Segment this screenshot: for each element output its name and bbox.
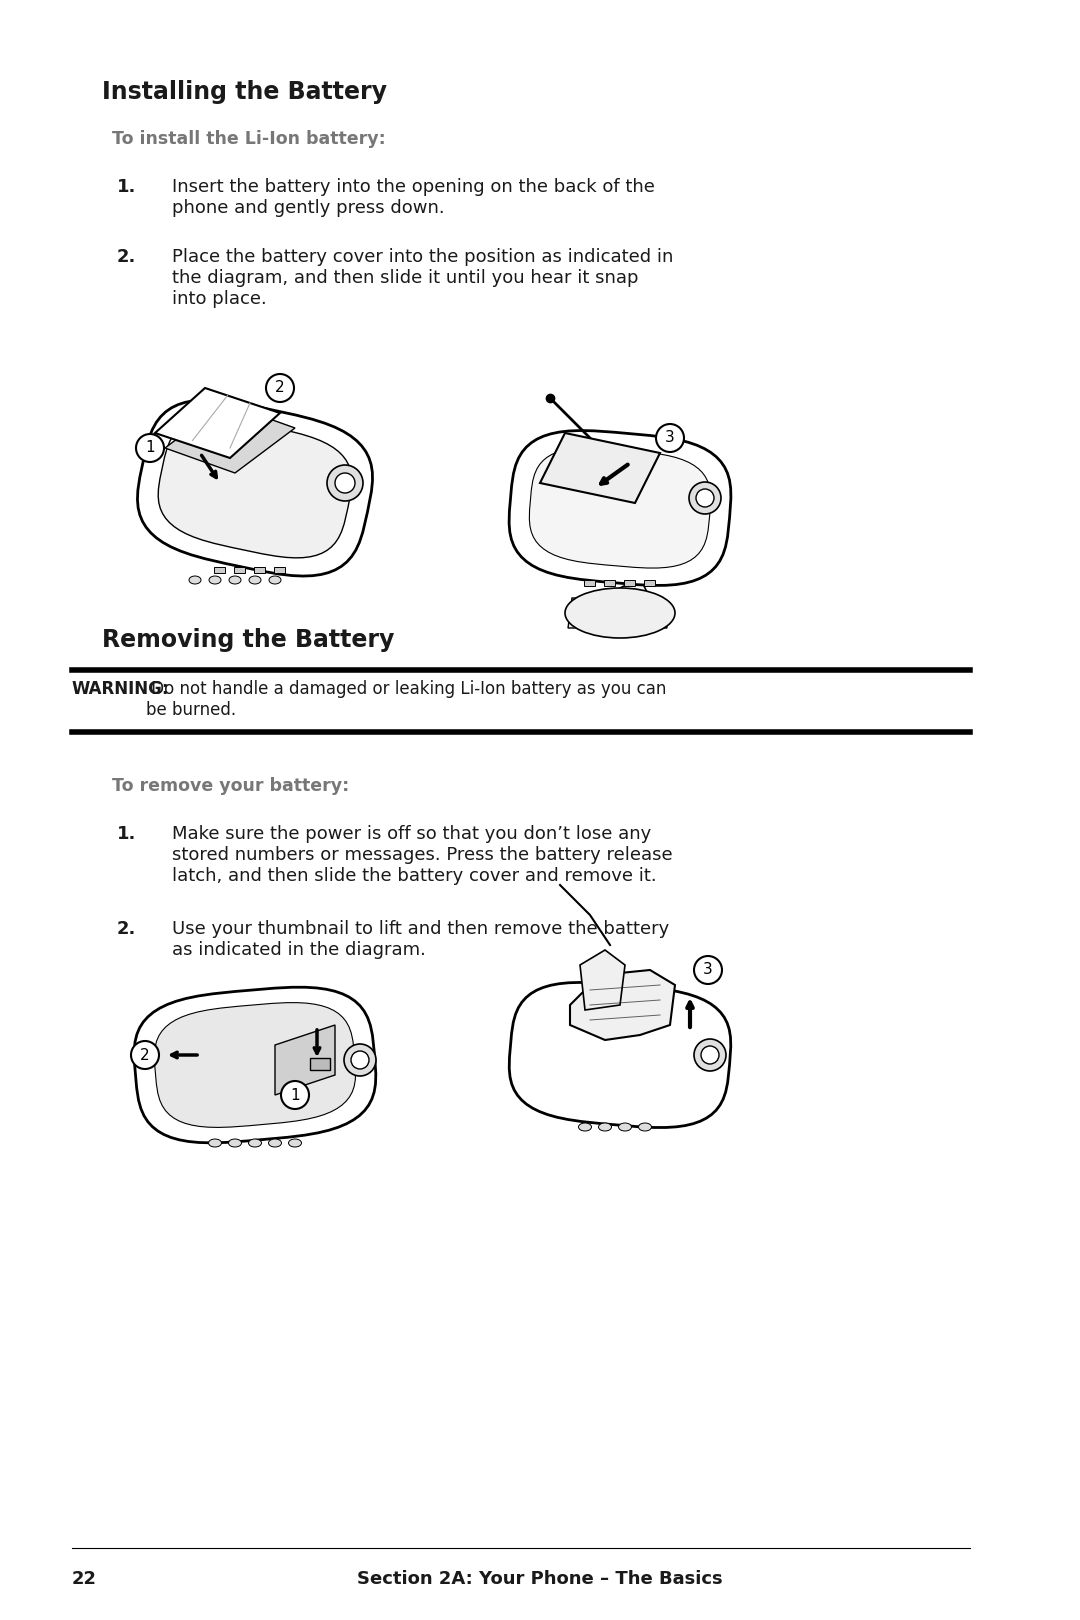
Polygon shape xyxy=(510,982,731,1128)
Text: 22: 22 xyxy=(72,1570,97,1588)
Ellipse shape xyxy=(229,1139,242,1147)
Circle shape xyxy=(351,1051,369,1069)
Ellipse shape xyxy=(269,577,281,583)
Ellipse shape xyxy=(210,577,221,583)
Ellipse shape xyxy=(638,1123,651,1131)
Text: Section 2A: Your Phone – The Basics: Section 2A: Your Phone – The Basics xyxy=(357,1570,723,1588)
Polygon shape xyxy=(568,598,592,629)
Circle shape xyxy=(345,1043,376,1076)
Bar xyxy=(604,580,615,586)
Polygon shape xyxy=(570,970,675,1040)
Polygon shape xyxy=(593,598,617,629)
Ellipse shape xyxy=(189,577,201,583)
Text: Make sure the power is off so that you don’t lose any
stored numbers or messages: Make sure the power is off so that you d… xyxy=(172,825,673,885)
Polygon shape xyxy=(540,433,660,502)
Polygon shape xyxy=(580,949,625,1009)
Polygon shape xyxy=(529,447,711,569)
Text: Place the battery cover into the position as indicated in
the diagram, and then : Place the battery cover into the positio… xyxy=(172,248,673,308)
Ellipse shape xyxy=(579,1123,592,1131)
Ellipse shape xyxy=(288,1139,301,1147)
Ellipse shape xyxy=(619,1123,632,1131)
Text: 2: 2 xyxy=(275,381,285,395)
Polygon shape xyxy=(509,431,731,585)
Polygon shape xyxy=(643,598,667,629)
Circle shape xyxy=(131,1042,159,1069)
Text: To remove your battery:: To remove your battery: xyxy=(112,778,349,795)
Polygon shape xyxy=(275,1025,335,1095)
Polygon shape xyxy=(618,598,642,629)
Text: 3: 3 xyxy=(665,431,675,446)
Bar xyxy=(584,580,595,586)
Polygon shape xyxy=(165,403,295,473)
Text: 1: 1 xyxy=(145,441,154,455)
Text: 1.: 1. xyxy=(117,825,136,842)
Text: 1: 1 xyxy=(291,1087,300,1103)
Polygon shape xyxy=(158,418,352,557)
Bar xyxy=(214,567,225,573)
Bar xyxy=(624,580,635,586)
Polygon shape xyxy=(134,987,376,1142)
Circle shape xyxy=(696,489,714,507)
Ellipse shape xyxy=(229,577,241,583)
Bar xyxy=(274,567,285,573)
Ellipse shape xyxy=(269,1139,282,1147)
Circle shape xyxy=(335,473,355,492)
Text: Installing the Battery: Installing the Battery xyxy=(102,79,387,104)
Ellipse shape xyxy=(565,588,675,638)
Text: Use your thumbnail to lift and then remove the battery
as indicated in the diagr: Use your thumbnail to lift and then remo… xyxy=(172,920,670,959)
Bar xyxy=(234,567,245,573)
Circle shape xyxy=(281,1081,309,1110)
Text: To install the Li-Ion battery:: To install the Li-Ion battery: xyxy=(112,130,386,147)
Polygon shape xyxy=(600,578,650,624)
Text: 2.: 2. xyxy=(117,248,136,266)
Text: 2: 2 xyxy=(140,1048,150,1063)
Bar xyxy=(254,567,265,573)
Polygon shape xyxy=(156,389,280,458)
Circle shape xyxy=(694,1038,726,1071)
Circle shape xyxy=(656,424,684,452)
Text: 3: 3 xyxy=(703,962,713,977)
Ellipse shape xyxy=(208,1139,221,1147)
Ellipse shape xyxy=(249,577,261,583)
Text: Do not handle a damaged or leaking Li-Ion battery as you can
be burned.: Do not handle a damaged or leaking Li-Io… xyxy=(146,680,666,719)
Ellipse shape xyxy=(598,1123,611,1131)
Bar xyxy=(644,580,654,586)
Circle shape xyxy=(694,956,723,983)
Text: 1.: 1. xyxy=(117,178,136,196)
Circle shape xyxy=(701,1047,719,1064)
Text: Removing the Battery: Removing the Battery xyxy=(102,629,394,651)
Circle shape xyxy=(327,465,363,501)
Circle shape xyxy=(136,434,164,462)
Polygon shape xyxy=(137,400,373,577)
Polygon shape xyxy=(154,1003,355,1128)
Text: WARNING:: WARNING: xyxy=(72,680,170,698)
Ellipse shape xyxy=(248,1139,261,1147)
Text: 2.: 2. xyxy=(117,920,136,938)
Bar xyxy=(310,1058,330,1069)
Circle shape xyxy=(266,374,294,402)
Text: Insert the battery into the opening on the back of the
phone and gently press do: Insert the battery into the opening on t… xyxy=(172,178,654,217)
Circle shape xyxy=(689,483,721,514)
